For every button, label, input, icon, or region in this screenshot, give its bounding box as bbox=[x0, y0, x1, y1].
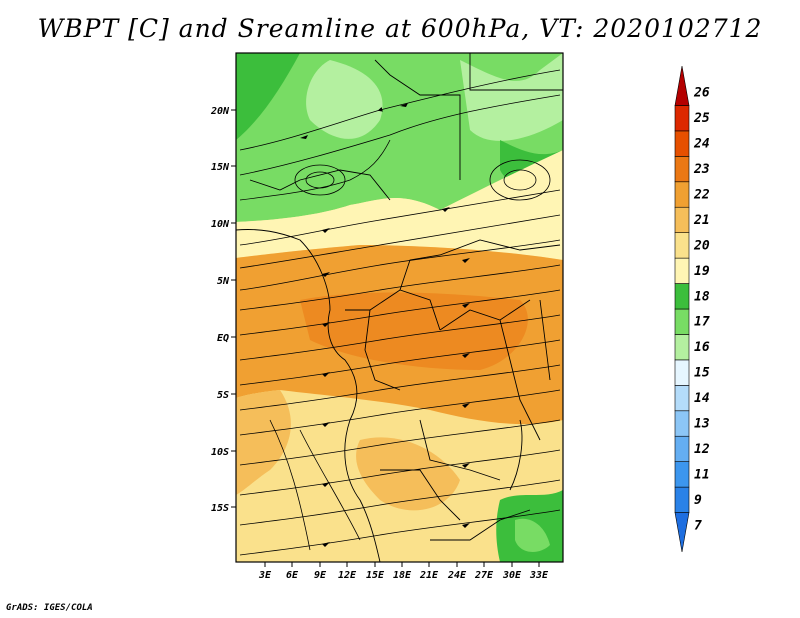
colorbar: 7 9 11 12 13 14 15 16 17 18 19 20 21 22 23 24 25 26 bbox=[674, 65, 710, 553]
lon-label-3e: 3E bbox=[258, 570, 272, 581]
lat-axis: 20N 15N 10N 5N EQ 5S 10S 15S bbox=[210, 106, 236, 514]
colorbar-label-21: 21 bbox=[693, 213, 710, 228]
lat-label-5s: 5S bbox=[217, 390, 229, 401]
lon-axis: 3E 6E 9E 12E 15E 18E 21E 24E 27E 30E 33E bbox=[258, 562, 549, 581]
colorbar-label-9: 9 bbox=[694, 493, 702, 508]
colorbar-swatch-12 bbox=[674, 435, 690, 462]
lat-label-5n: 5N bbox=[217, 276, 230, 287]
colorbar-swatch-26 bbox=[674, 65, 690, 106]
grads-credit: GrADS: IGES/COLA bbox=[6, 603, 93, 613]
colorbar-swatch-18 bbox=[674, 283, 690, 310]
lon-label-21e: 21E bbox=[419, 570, 439, 581]
colorbar-swatch-15 bbox=[674, 359, 690, 386]
colorbar-label-20: 20 bbox=[693, 238, 710, 253]
map-frame bbox=[235, 52, 564, 563]
lon-label-18e: 18E bbox=[393, 570, 412, 581]
lon-label-27e: 27E bbox=[474, 570, 494, 581]
colorbar-label-11: 11 bbox=[694, 467, 710, 482]
colorbar-label-24: 24 bbox=[693, 137, 710, 152]
lon-label-9e: 9E bbox=[314, 570, 327, 581]
colorbar-swatch-19 bbox=[674, 257, 690, 284]
colorbar-swatch-9 bbox=[674, 486, 690, 513]
colorbar-swatch-13 bbox=[674, 410, 690, 437]
wbpt-shading bbox=[236, 53, 563, 562]
lat-label-20n: 20N bbox=[210, 106, 230, 117]
lat-label-10n: 10N bbox=[211, 219, 230, 230]
lon-label-6e: 6E bbox=[286, 570, 299, 581]
colorbar-swatch-25 bbox=[674, 105, 690, 132]
colorbar-label-17: 17 bbox=[694, 315, 710, 330]
lat-label-15n: 15N bbox=[211, 162, 230, 173]
colorbar-label-26: 26 bbox=[693, 86, 710, 101]
lat-label-10s: 10S bbox=[211, 447, 229, 458]
colorbar-label-7: 7 bbox=[694, 518, 702, 533]
map-title: WBPT [C] and Sreamline at 600hPa, VT: 20… bbox=[37, 14, 763, 43]
colorbar-swatch-24 bbox=[674, 130, 690, 157]
colorbar-swatch-14 bbox=[674, 385, 690, 412]
colorbar-swatch-16 bbox=[674, 334, 690, 361]
colorbar-label-22: 22 bbox=[693, 188, 710, 203]
colorbar-swatch-20 bbox=[674, 232, 690, 259]
colorbar-label-13: 13 bbox=[694, 417, 710, 432]
colorbar-swatch-11 bbox=[674, 461, 690, 488]
streamline-arrows bbox=[300, 103, 470, 547]
lon-label-30e: 30E bbox=[502, 570, 522, 581]
lon-label-15e: 15E bbox=[366, 570, 385, 581]
country-borders bbox=[236, 53, 563, 562]
colorbar-swatch-22 bbox=[674, 181, 690, 208]
colorbar-label-15: 15 bbox=[694, 366, 710, 381]
colorbar-label-25: 25 bbox=[693, 111, 710, 126]
colorbar-swatch-21 bbox=[674, 206, 690, 233]
colorbar-label-19: 19 bbox=[694, 264, 710, 279]
colorbar-label-14: 14 bbox=[694, 391, 710, 406]
lon-label-33e: 33E bbox=[529, 570, 549, 581]
colorbar-label-23: 23 bbox=[693, 162, 710, 177]
lat-label-eq: EQ bbox=[217, 333, 229, 344]
colorbar-label-12: 12 bbox=[694, 442, 710, 457]
lon-label-12e: 12E bbox=[338, 570, 357, 581]
colorbar-swatch-7 bbox=[674, 512, 690, 553]
colorbar-swatch-17 bbox=[674, 308, 690, 335]
lat-label-15s: 15S bbox=[211, 503, 229, 514]
colorbar-label-18: 18 bbox=[694, 289, 710, 304]
colorbar-swatch-23 bbox=[674, 156, 690, 183]
lon-label-24e: 24E bbox=[447, 570, 467, 581]
colorbar-label-16: 16 bbox=[694, 340, 710, 355]
